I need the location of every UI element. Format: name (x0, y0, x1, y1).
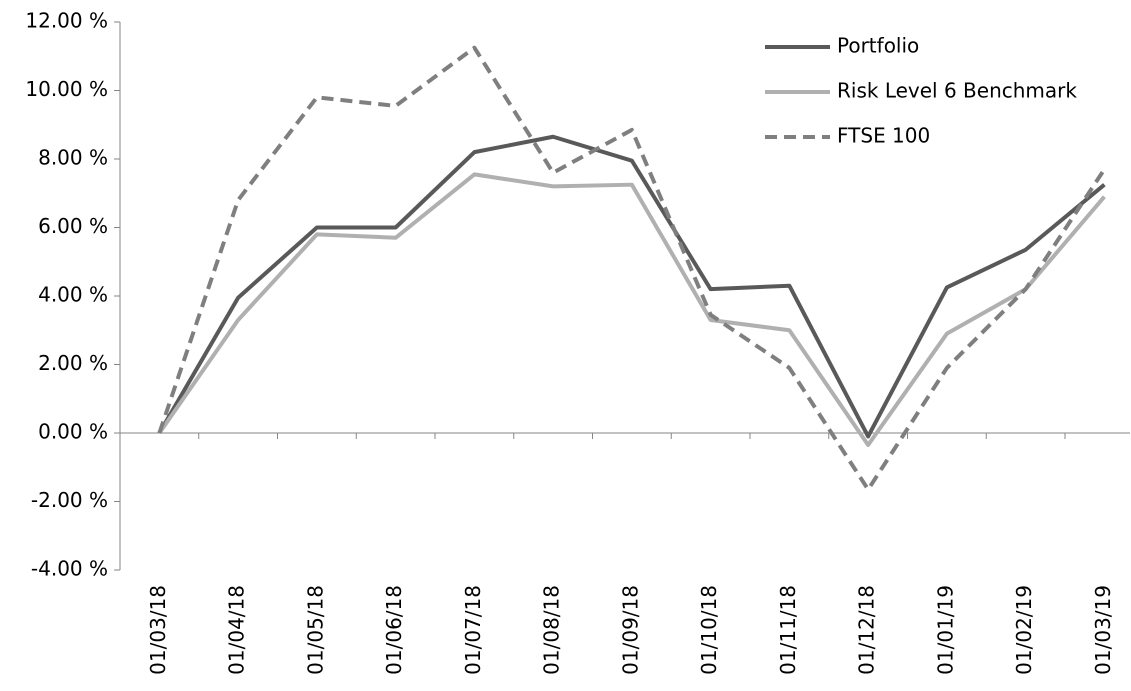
x-tick-label: 01/11/18 (776, 585, 800, 675)
y-tick-label: 2.00 % (38, 351, 108, 375)
x-tick-label: 01/03/18 (146, 585, 170, 675)
x-tick-label: 01/07/18 (461, 585, 485, 675)
legend-label: Risk Level 6 Benchmark (837, 79, 1077, 103)
x-tick-label: 01/09/18 (618, 585, 642, 675)
y-tick-label: 8.00 % (38, 146, 108, 170)
x-tick-label: 01/05/18 (303, 585, 327, 675)
y-tick-label: -4.00 % (31, 557, 108, 581)
x-tick-label: 01/06/18 (382, 585, 406, 675)
x-tick-label: 01/02/19 (1012, 585, 1036, 675)
y-tick-label: 4.00 % (38, 283, 108, 307)
x-tick-label: 01/10/18 (697, 585, 721, 675)
series-line (157, 45, 1107, 492)
x-tick-label: 01/12/18 (855, 585, 879, 675)
y-tick-label: 10.00 % (25, 77, 108, 101)
y-tick-label: 6.00 % (38, 214, 108, 238)
y-tick-label: 12.00 % (25, 9, 108, 33)
y-tick-label: -2.00 % (31, 488, 108, 512)
legend-label: Portfolio (837, 34, 919, 58)
x-tick-label: 01/03/19 (1091, 585, 1115, 675)
x-tick-label: 01/08/18 (540, 585, 564, 675)
legend-label: FTSE 100 (837, 124, 930, 148)
x-tick-label: 01/01/19 (933, 585, 957, 675)
series-line (157, 172, 1106, 447)
x-tick-label: 01/04/18 (225, 585, 249, 675)
y-tick-label: 0.00 % (38, 420, 108, 444)
series-line (157, 134, 1106, 439)
